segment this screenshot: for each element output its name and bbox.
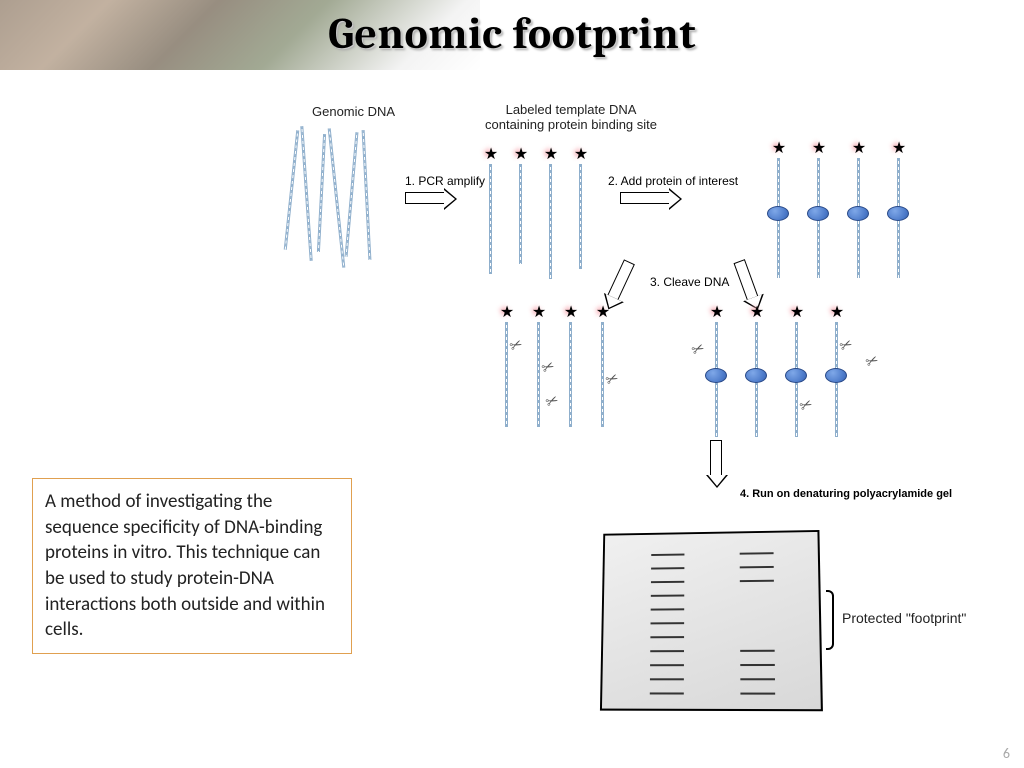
protein-icon — [767, 206, 789, 221]
star-icon: ★ — [890, 140, 908, 158]
step1-label: 1. PCR amplify — [405, 174, 485, 188]
label-protected: Protected "footprint" — [842, 610, 966, 626]
star-icon: ★ — [482, 146, 500, 164]
star-icon: ★ — [810, 140, 828, 158]
star-icon: ★ — [512, 146, 530, 164]
scissors-icon: ✂ — [689, 338, 708, 361]
star-icon: ★ — [562, 304, 580, 322]
star-icon: ★ — [748, 304, 766, 322]
protein-icon — [745, 368, 767, 383]
page-number: 6 — [1003, 745, 1010, 762]
arrow-step2 — [620, 192, 670, 204]
star-icon: ★ — [828, 304, 846, 322]
gel-lane2 — [605, 532, 817, 536]
protein-icon — [847, 206, 869, 221]
star-icon: ★ — [770, 140, 788, 158]
workflow-diagram: Genomic DNA 1. PCR amplify Labeled templ… — [260, 100, 980, 740]
scissors-icon: ✂ — [543, 390, 562, 413]
arrow-step3a — [607, 259, 635, 300]
arrow-step4 — [710, 440, 722, 476]
protein-icon — [887, 206, 909, 221]
arrow-step3b — [734, 259, 759, 301]
star-icon: ★ — [594, 304, 612, 322]
scissors-icon: ✂ — [863, 350, 882, 373]
star-icon: ★ — [572, 146, 590, 164]
arrow-step1 — [405, 192, 445, 204]
star-icon: ★ — [542, 146, 560, 164]
star-icon: ★ — [850, 140, 868, 158]
step2-label: 2. Add protein of interest — [608, 174, 738, 188]
description-box: A method of investigating the sequence s… — [32, 478, 352, 654]
star-icon: ★ — [530, 304, 548, 322]
protein-icon — [807, 206, 829, 221]
gel-lane1 — [605, 532, 817, 536]
scissors-icon: ✂ — [837, 334, 856, 357]
step3-label: 3. Cleave DNA — [650, 275, 729, 289]
star-icon: ★ — [498, 304, 516, 322]
star-icon: ★ — [708, 304, 726, 322]
protein-icon — [785, 368, 807, 383]
star-icon: ★ — [788, 304, 806, 322]
gel-plate — [600, 530, 823, 711]
scissors-icon: ✂ — [539, 356, 558, 379]
protein-icon — [705, 368, 727, 383]
footprint-brace — [826, 590, 834, 650]
scissors-icon: ✂ — [797, 394, 816, 417]
step4-label: 4. Run on denaturing polyacrylamide gel — [740, 488, 952, 500]
scissors-icon: ✂ — [507, 334, 526, 357]
label-genomic-dna: Genomic DNA — [312, 104, 395, 119]
scissors-icon: ✂ — [603, 368, 622, 391]
protein-icon — [825, 368, 847, 383]
label-template: Labeled template DNA containing protein … — [485, 102, 657, 132]
page-title: Genomic footprint — [0, 8, 1024, 59]
